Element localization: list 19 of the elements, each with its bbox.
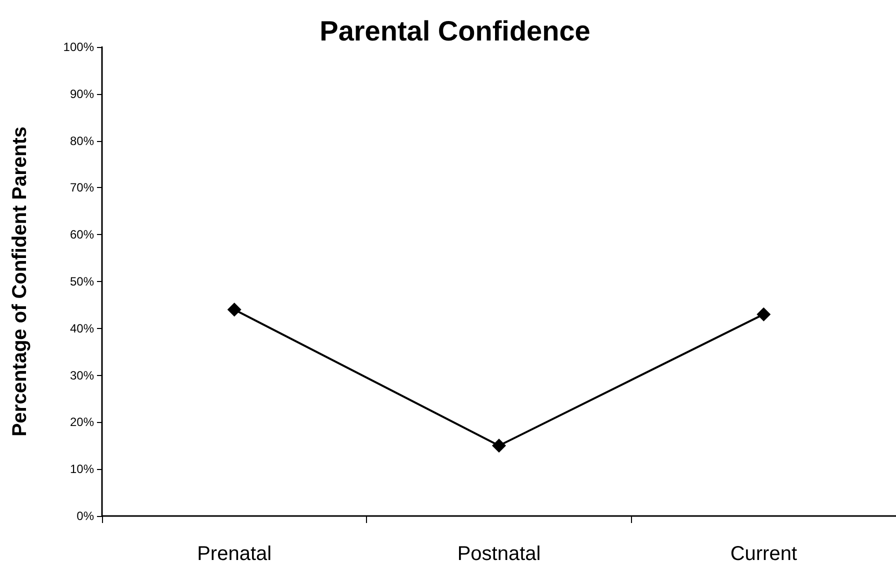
y-tick-label: 10% [70, 462, 94, 476]
point [227, 302, 242, 317]
y-tick-label: 0% [76, 509, 94, 523]
y-tick-label: 80% [70, 134, 94, 148]
y-tick-label: 20% [70, 415, 94, 430]
point [756, 307, 771, 322]
y-axis-title: Percentage of Confident Parents [9, 126, 31, 437]
chart-title: Parental Confidence [320, 16, 590, 46]
point [492, 438, 506, 453]
x-tick-label: Postnatal [457, 543, 541, 565]
y-tick-label: 90% [70, 86, 94, 101]
y-tick-label: 100% [63, 40, 94, 54]
y-tick-label: 50% [70, 274, 94, 288]
y-tick-label: 70% [70, 180, 94, 195]
x-tick-label: Current [730, 543, 798, 565]
y-tick-label: 60% [70, 228, 94, 242]
y-tick-label: 40% [70, 321, 94, 336]
x-tick-label: Prenatal [197, 543, 272, 565]
y-tick-label: 30% [70, 368, 94, 382]
